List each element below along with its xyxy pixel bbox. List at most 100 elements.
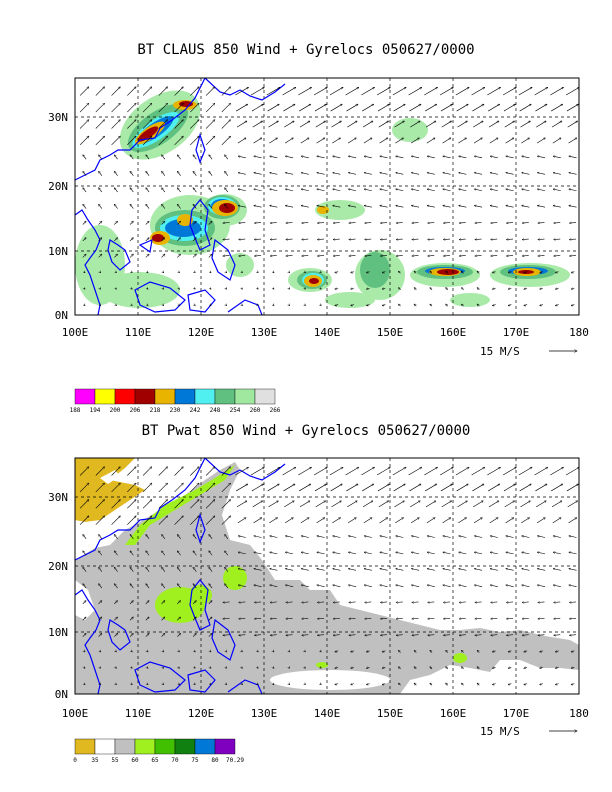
claus-wind-vector [221,87,231,96]
claus-wind-vector [414,271,417,274]
claus-wind-vector [225,204,229,209]
pwat-wind-vector [174,467,184,476]
claus-wind-vector [252,121,263,128]
pwat-wind-vector [82,601,86,605]
pwat-wind-vector [443,585,451,587]
pwat-wind-vector [502,467,516,476]
claus-wind-vector [226,288,227,289]
claus-wind-vector [537,173,546,175]
claus-wind-vector [289,272,290,273]
claus-wind-vector [285,173,294,175]
pwat-wind-vector [193,567,197,572]
claus-wind-vector [82,254,86,258]
claus-wind-vector [111,136,121,146]
claus-wind-vector [508,288,512,289]
claus-wind-vector [362,121,373,128]
claus-wind-vector [349,223,356,224]
pwat-wind-vector [414,667,417,670]
claus-wind-vector [335,288,339,289]
pwat-wind-vector [538,635,545,636]
pwat-wind-vector [84,684,85,685]
claus-wind-vector [317,173,325,175]
claus-wind-vector [146,188,150,193]
claus-coastlines [75,78,286,315]
pwat-wind-vector [555,667,559,668]
pwat-wind-vector [506,569,514,571]
claus-wind-vector [505,138,514,144]
pwat-wind-vector [210,667,211,668]
claus-wind-vector [178,305,179,306]
pwat-wind-vector [504,501,515,508]
claus-wind-vector [257,272,258,273]
claus-wind-vector [114,188,118,193]
pwat-colorbar-label: 60 [131,757,139,764]
pwat-wind-vector [551,501,562,508]
pwat-wind-vector [174,483,184,493]
pwat-wind-vector [273,667,274,668]
pwat-wind-vector [488,501,499,508]
claus-wind-vector [79,120,89,129]
claus-wind-vector [524,305,528,306]
claus-wind-vector [522,223,529,224]
claus-wind-vector [270,255,277,256]
claus-wind-vector [521,138,529,144]
pwat-wind-vector [333,552,341,555]
claus-wind-vector [98,221,102,225]
pwat-wind-vector [162,567,166,572]
pwat-wind-vector [351,667,354,668]
claus-wind-vector [538,239,545,240]
claus-wind-vector [208,238,212,242]
pwat-vector-reference-label: 15 M/S [480,725,520,738]
claus-wind-vector [396,173,404,175]
claus-wind-vector [430,288,433,290]
claus-wind-vector [83,188,87,193]
claus-wind-vector [114,204,118,209]
claus-colorbar: 188 194 200 206 218 230 242 248 254 260 266 [70,388,281,414]
claus-wind-vector [208,221,212,225]
pwat-wind-vector [396,569,404,571]
pwat-wind-vector [506,552,514,555]
pwat-wind-vector [226,667,227,668]
claus-wind-vector [241,272,242,273]
pwat-wind-vector [317,618,325,619]
claus-colorbar-label: 194 [90,407,101,414]
claus-wind-vector [534,87,548,96]
pwat-wind-vector [99,567,103,572]
pwat-wind-vector [492,651,496,652]
claus-wind-vector [522,239,529,240]
claus-wind-vector [506,189,514,192]
claus-wind-vector [461,271,464,274]
pwat-wind-vector [554,602,561,603]
claus-wind-vector [380,173,388,175]
pwat-wind-vector [537,552,546,555]
claus-wind-vector [223,239,230,240]
pwat-wind-vector [254,585,262,587]
claus-wind-vector [441,121,452,128]
pwat-wind-vector [316,518,325,524]
claus-wind-vector [520,121,531,128]
claus-wind-vector [193,155,197,160]
claus-wind-vector [317,255,325,256]
pwat-wind-vector [522,552,530,555]
pwat-wind-vector [395,518,403,524]
claus-wind-vector [158,103,168,113]
pwat-wind-vector [335,667,339,668]
claus-wind-vector [225,188,229,193]
pwat-wind-vector [177,601,180,605]
claus-wind-vector [335,305,339,306]
claus-wind-vector [289,288,290,289]
pwat-wind-vector [223,635,230,636]
claus-wind-vector [130,155,134,160]
claus-wind-vector [553,206,561,208]
claus-wind-vector [146,204,150,209]
claus-wind-vector [492,288,496,289]
claus-panel [74,77,580,316]
claus-wind-vector [366,305,370,306]
pwat-wind-vector [506,618,514,619]
claus-wind-vector [569,206,577,208]
claus-wind-vector [304,288,305,289]
pwat-wind-vector [145,633,149,637]
pwat-wind-vector [285,585,294,587]
pwat-wind-vector [317,569,325,571]
pwat-wind-vector [241,684,242,685]
